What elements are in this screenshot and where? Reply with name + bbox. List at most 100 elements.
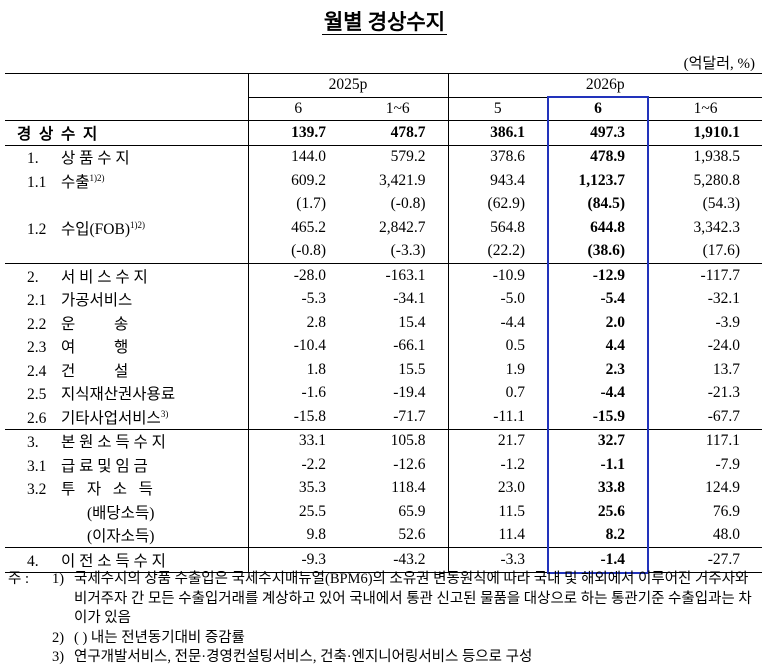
row-number: 2.4: [27, 362, 47, 380]
cell-value: -12.6: [393, 455, 426, 473]
row-name: 기타사업서비스: [61, 409, 161, 427]
row-name: 가공서비스: [61, 292, 133, 310]
cell-value: (17.6): [702, 242, 741, 260]
row-number: 1.: [27, 150, 39, 168]
cell-value: -28.0: [247, 263, 348, 288]
row-label: [5, 193, 248, 217]
row-number: 2.3: [27, 339, 47, 357]
note: 주 : 1) 국제수지의 상품 수출입은 국제수지매뉴얼(BPM6)의 소유권 변동…: [8, 570, 764, 629]
cell-value: -12.9: [547, 263, 649, 288]
cell-value: 8.2: [547, 523, 649, 548]
table-row: 경 상 수 지 139.7 478.7 386.1 497.3 1,910.1: [5, 120, 762, 146]
row-name: (배당소득): [87, 504, 155, 522]
table-row: 2.1 가공서비스 -5.3 -34.1 -5.0 -5.4 -32.1: [5, 287, 762, 311]
cell-value: 3,421.9: [379, 171, 426, 189]
cell-value: 48.0: [712, 526, 741, 544]
cell-value: -32.1: [707, 290, 741, 308]
notes-label: [8, 648, 52, 668]
row-label: [5, 240, 248, 264]
unit: (억달러, %): [683, 56, 755, 72]
cell-value: 1.8: [247, 358, 348, 382]
cell-value: -27.7: [648, 547, 763, 573]
row-name: 투 자 소 득: [61, 481, 153, 499]
row-name: 급 료 및 임 금: [61, 457, 148, 475]
cell-value: 478.9: [547, 144, 649, 169]
cell-value: (62.9): [447, 192, 548, 216]
cell-value: 1,123.7: [547, 169, 649, 193]
cell-value: -1.4: [547, 547, 649, 574]
cell-value: -3.3: [447, 547, 548, 573]
cell-value: 1.9: [447, 358, 548, 382]
row-label: 2.5 지식재산권사용료: [5, 382, 248, 406]
note-marker: 1): [52, 571, 65, 587]
footnote-ref: 1)2): [89, 172, 105, 183]
title: 월별 경상수지: [0, 6, 769, 36]
table-row: 2.4 건 설 1.8 15.5 1.9 2.3 13.7: [5, 358, 762, 382]
row-label: 경 상 수 지: [5, 121, 248, 146]
row-name: (이자소득): [87, 528, 155, 546]
cell-value: -15.9: [547, 405, 649, 429]
year-group: 2026p: [447, 73, 763, 98]
row-name: 지식재산권사용료: [61, 386, 176, 404]
cell-value: (54.3): [702, 195, 741, 213]
cell-value: 2.8: [247, 311, 348, 335]
row-number: 2.5: [27, 386, 47, 404]
row-number: 1.1: [27, 173, 47, 191]
cell-value: 579.2: [348, 144, 448, 169]
row-number: 2.2: [27, 315, 47, 333]
cell-value: 33.1: [247, 428, 348, 453]
table-row: (배당소득) 25.5 65.9 11.5 25.6 76.9: [5, 500, 762, 524]
row-number: 1.2: [27, 220, 47, 238]
header-corner: [5, 73, 248, 121]
cell-value: 943.4: [447, 169, 548, 193]
table: 2025p 2026p 6 1~6 5 6 1~6 경 상 수 지 139.7 478.7 386…: [5, 73, 763, 574]
row-number: 2.: [27, 268, 39, 286]
cell-value: -5.0: [447, 287, 548, 311]
cell-value: -7.9: [715, 455, 741, 473]
cell-value: 65.9: [398, 502, 426, 520]
cell-value: 1,938.5: [648, 144, 763, 169]
cell-value: -67.7: [707, 407, 741, 425]
cell-value: -5.4: [547, 287, 649, 311]
cell-value: 2.3: [547, 358, 649, 382]
cell-value: 478.7: [390, 123, 426, 141]
cell-value: 117.1: [648, 428, 763, 453]
row-name: 건 설: [61, 362, 129, 380]
cell-value: -1.2: [447, 453, 548, 477]
row-number: 3.: [27, 434, 39, 452]
table-row: 3.2 투 자 소 득 35.3 118.4 23.0 33.8 124.9: [5, 476, 762, 500]
cell-value: 497.3: [547, 120, 649, 145]
cell-value: -71.7: [393, 407, 426, 425]
note-marker: 2): [52, 629, 65, 646]
cell-value: 32.7: [547, 428, 649, 453]
row-name: 수입(FOB): [61, 220, 130, 238]
cell-value: 9.8: [247, 523, 348, 548]
cell-value: -11.1: [447, 405, 548, 429]
row-name: 수출: [61, 173, 90, 191]
cell-value: -15.8: [247, 405, 348, 429]
note-text: ( ) 내는 전년동기대비 증감률: [74, 629, 245, 646]
row-name: 여 행: [61, 339, 129, 357]
cell-value: 386.1: [447, 120, 548, 145]
note: 2) ( ) 내는 전년동기대비 증감률: [8, 629, 764, 649]
cell-value: 644.8: [547, 216, 649, 240]
cell-value: (-0.8): [247, 239, 348, 264]
table-body: 경 상 수 지 139.7 478.7 386.1 497.3 1,910.1 1. 상 품 …: [5, 120, 763, 574]
row-label: 2.4 건 설: [5, 358, 248, 382]
column-header: 6: [247, 97, 348, 121]
table-row: (-0.8) (-3.3) (22.2) (38.6) (17.6): [5, 239, 762, 264]
year-group: 2025p: [247, 73, 448, 98]
row-number: 2.1: [27, 292, 47, 310]
row-name: 서 비 스 수 지: [61, 268, 148, 286]
footnote-ref: 1)2): [130, 219, 145, 230]
cell-value: 465.2: [247, 216, 348, 240]
cell-value: -10.4: [247, 334, 348, 358]
cell-value: -3.9: [715, 313, 741, 331]
cell-value: -21.3: [707, 384, 741, 402]
cell-value: 609.2: [247, 169, 348, 193]
cell-value: -5.3: [247, 287, 348, 311]
cell-value: (-0.8): [390, 195, 426, 213]
cell-value: 76.9: [712, 502, 741, 520]
notes: 주 : 1) 국제수지의 상품 수출입은 국제수지매뉴얼(BPM6)의 소유권 변동…: [8, 570, 764, 668]
row-number: 4.: [27, 553, 39, 570]
